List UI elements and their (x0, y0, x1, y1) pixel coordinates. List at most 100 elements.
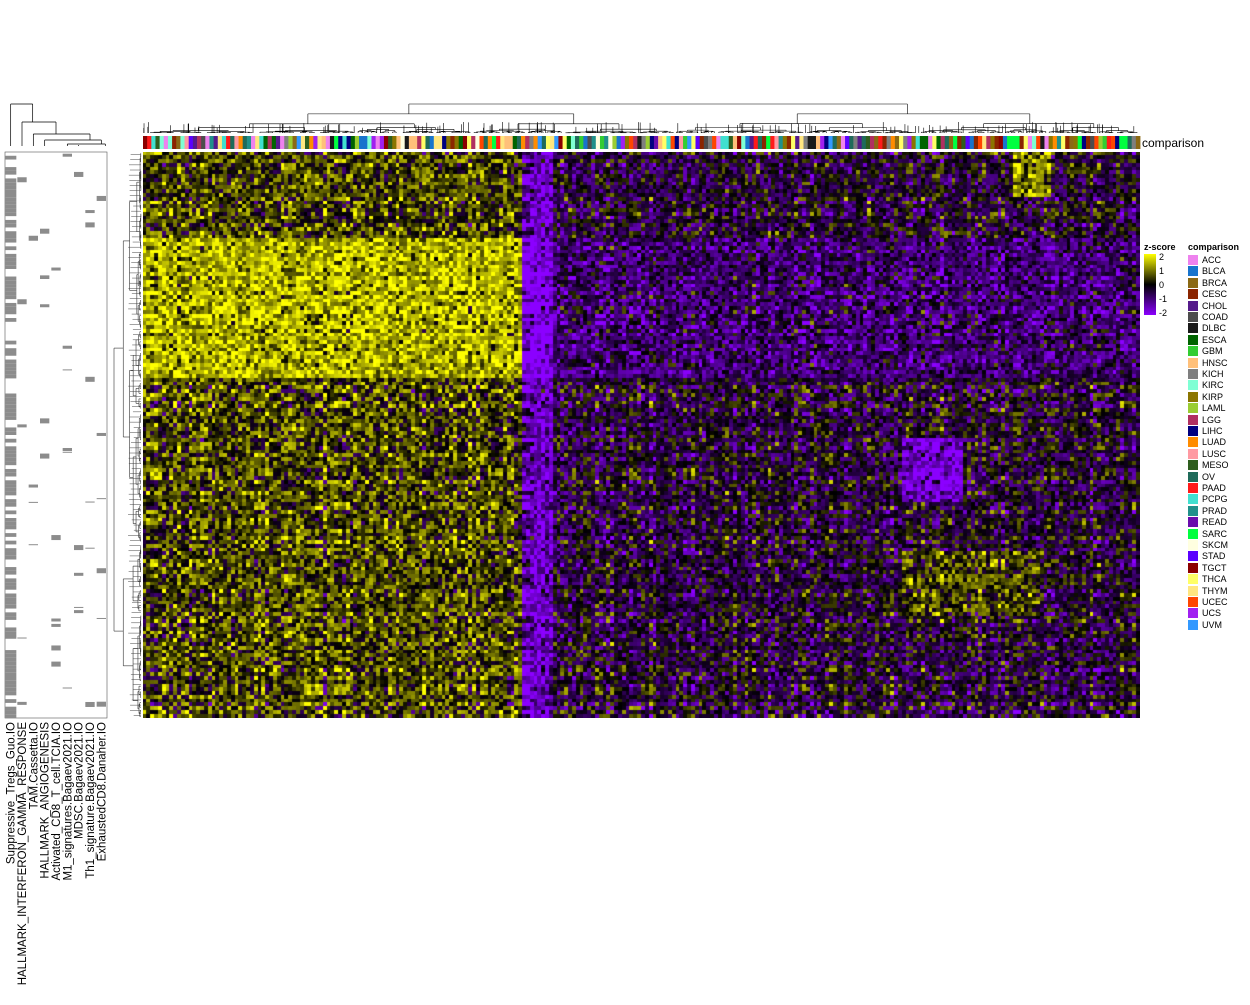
legend-swatch (1188, 574, 1198, 585)
membership-cell (5, 699, 17, 703)
legend-swatch (1188, 346, 1198, 357)
membership-cell (5, 193, 17, 198)
membership-cell (5, 450, 17, 454)
annotation-cell (479, 136, 485, 149)
membership-cell (5, 306, 17, 311)
annotation-cell (205, 136, 210, 149)
annotation-cell (417, 136, 422, 149)
annotation-cell (986, 136, 991, 149)
annotation-cell (1023, 136, 1029, 149)
membership-cell (5, 261, 17, 266)
legend-label: BRCA (1202, 277, 1228, 288)
annotation-cell (998, 136, 1004, 149)
annotation-cell (1119, 136, 1124, 149)
legend-swatch (1188, 334, 1198, 345)
membership-cell (62, 451, 72, 453)
annotation-cell (591, 136, 597, 149)
annotation-cell (1065, 136, 1070, 149)
annotation-cell (840, 136, 846, 149)
legend-swatch (1188, 505, 1198, 516)
membership-cell (96, 617, 106, 619)
membership-cell (74, 610, 84, 614)
membership-cell (5, 340, 17, 345)
annotation-cell (288, 136, 293, 149)
membership-cell (96, 701, 106, 707)
membership-cell (5, 310, 17, 315)
annotation-cell (1056, 136, 1062, 149)
annotation-cell (292, 136, 298, 149)
annotation-cell (317, 136, 323, 149)
annotation-cell (433, 136, 439, 149)
membership-cell (17, 701, 27, 705)
annotation-cell (471, 136, 476, 149)
membership-cell (51, 661, 61, 667)
annotation-cell (1052, 136, 1058, 149)
annotation-cell (699, 136, 705, 149)
annotation-cell (633, 136, 638, 149)
legend-swatch (1188, 312, 1198, 322)
membership-cell (5, 363, 17, 368)
membership-cell (5, 238, 17, 243)
annotation-cell (795, 136, 800, 149)
membership-cell (5, 219, 17, 224)
annotation-cell (886, 136, 892, 149)
annotation-cell (973, 136, 979, 149)
membership-cell (5, 472, 17, 477)
membership-cell (5, 578, 17, 583)
annotation-cell (516, 136, 522, 149)
membership-cell (28, 484, 38, 488)
annotation-cell (230, 136, 235, 149)
membership-cell (5, 284, 17, 288)
legend-swatch (1188, 597, 1198, 607)
annotation-cell (728, 136, 734, 149)
legend-swatch (1188, 471, 1198, 482)
annotation-cell (828, 136, 833, 149)
annotation-cell (545, 136, 551, 149)
annotation-cell (533, 136, 539, 149)
membership-cell (5, 155, 17, 160)
legend-swatch (1188, 551, 1198, 562)
membership-cell (5, 170, 17, 175)
annotation-cell (284, 136, 289, 149)
annotation-cell (882, 136, 887, 149)
membership-cell (5, 401, 17, 405)
annotation-cell (936, 136, 941, 149)
annotation-cell (1040, 136, 1045, 149)
annotation-cell (163, 136, 169, 149)
annotation-cell (537, 136, 543, 149)
row-label: ExhaustedCD8.Danaher.IO (96, 722, 108, 861)
annotation-cell (234, 136, 239, 149)
annotation-cell (521, 136, 526, 149)
membership-cell (5, 280, 17, 285)
annotation-cell (383, 136, 389, 149)
legend-swatch (1188, 517, 1198, 528)
annotation-cell (749, 136, 755, 149)
membership-cell (5, 291, 17, 296)
annotation-cell (977, 136, 983, 149)
annotation-cell (865, 136, 871, 149)
membership-cell (5, 525, 17, 530)
annotation-cell (255, 136, 260, 149)
annotation-cell (350, 136, 356, 149)
annotation-cell (512, 136, 518, 149)
annotation-cell (836, 136, 842, 149)
annotation-cell (1069, 136, 1074, 149)
annotation-cell (874, 136, 879, 149)
legend-swatch (1188, 414, 1198, 425)
annotation-cell (919, 136, 925, 149)
annotation-cell (259, 136, 264, 149)
annotation-cell (1115, 136, 1120, 149)
membership-cell (51, 645, 61, 651)
annotation-cell (404, 136, 410, 149)
membership-cell (5, 672, 17, 677)
membership-cell (51, 618, 61, 622)
annotation-cell (641, 136, 647, 149)
legend-label: COAD (1202, 312, 1229, 322)
legend-label: KIRC (1202, 380, 1224, 391)
legend-swatch (1188, 437, 1198, 448)
legend-label: ACC (1202, 255, 1222, 265)
annotation-cell (143, 136, 148, 149)
annotation-cell (188, 136, 194, 149)
annotation-cell (894, 136, 900, 149)
annotation-cell (629, 136, 634, 149)
